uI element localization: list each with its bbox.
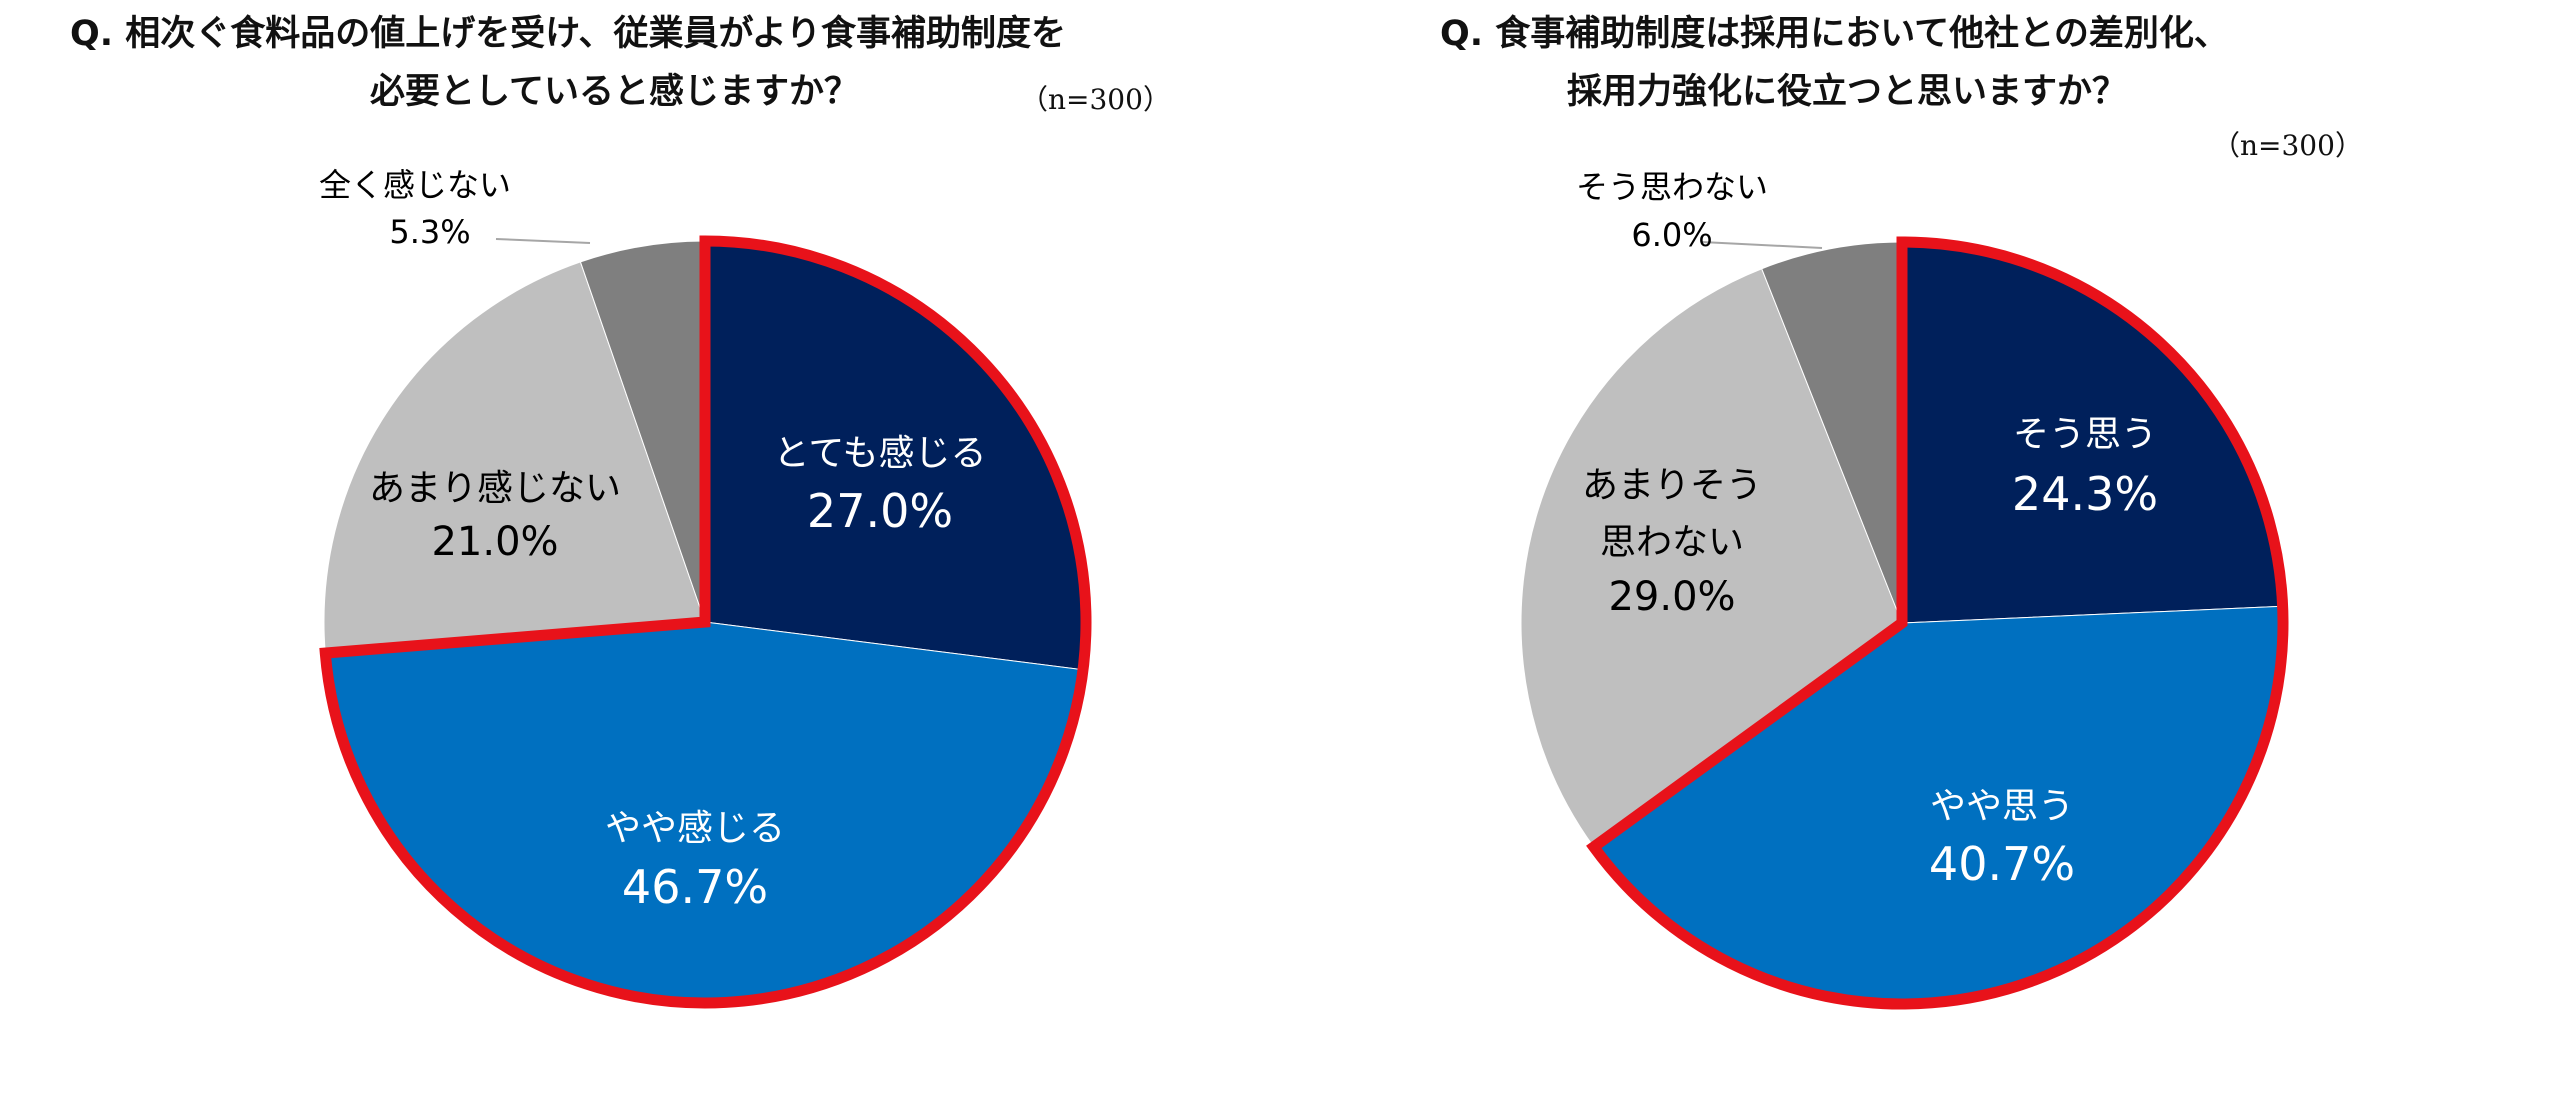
chart-panel-right: Q. 食事補助制度は採用において他社との差別化、 採用力強化に役立つと思いますか…	[1282, 0, 2564, 1109]
slice-category-label: とても感じる	[773, 433, 986, 474]
leader-line	[495, 238, 591, 244]
slice-category-label: あまりそう	[1582, 465, 1762, 506]
highlight-outline	[319, 235, 1092, 1009]
chart-title-line2: 必要としていると感じますか？	[370, 72, 859, 112]
slice-value-label: 29.0%	[1608, 574, 1735, 620]
sample-size-label: （n=300）	[1020, 83, 1171, 116]
slice-value-label: 21.0%	[431, 519, 558, 565]
slice-value-label: 40.7%	[1929, 837, 2075, 891]
pie-slice	[1520, 268, 1903, 848]
chart-title-line2: 採用力強化に役立つと思いますか？	[1567, 72, 2128, 112]
chart-panel-left: Q. 相次ぐ食料品の値上げを受け、従業員がより食事補助制度を 必要としていると感…	[70, 14, 1171, 1009]
slice-category-label: あまり感じない	[369, 468, 621, 509]
chart-title-line1: Q. 相次ぐ食料品の値上げを受け、従業員がより食事補助制度を	[70, 14, 1067, 54]
pie-chart-left: とても感じる 27.0% やや感じる 46.7% あまり感じない 21.0% 全く感じない 5…	[319, 166, 1092, 1009]
slice-category-label: 思わない	[1600, 522, 1744, 563]
slice-category-label: そう思わない	[1576, 168, 1768, 206]
slice-value-label: 24.3%	[2012, 467, 2158, 521]
slice-value-label: 6.0%	[1631, 216, 1712, 254]
slice-category-label: やや感じる	[605, 808, 785, 849]
slice-category-label: 全く感じない	[319, 166, 511, 204]
slice-category-label: そう思う	[2013, 414, 2157, 455]
slice-value-label: 5.3%	[389, 213, 470, 251]
chart-title-line1: Q. 食事補助制度は採用において他社との差別化、	[1440, 14, 2229, 54]
slice-value-label: 46.7%	[622, 860, 768, 914]
pie-slice	[323, 261, 706, 654]
slice-category-label: やや思う	[1930, 786, 2074, 827]
leader-line	[1701, 241, 1823, 249]
slice-value-label: 27.0%	[807, 484, 953, 538]
highlight-outline	[1586, 236, 2289, 1010]
sample-size-label: （n=300）	[2212, 129, 2363, 162]
